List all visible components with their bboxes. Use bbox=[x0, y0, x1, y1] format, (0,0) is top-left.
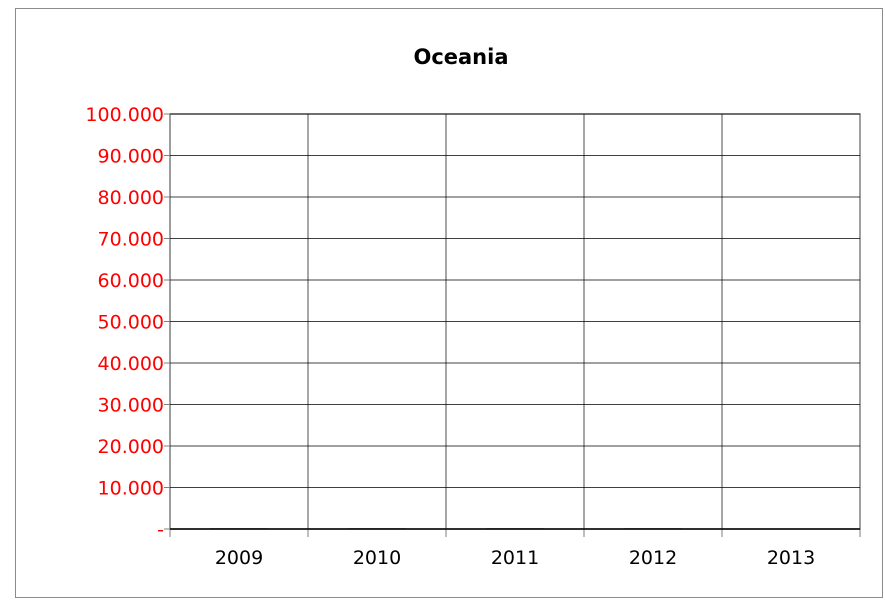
plot-area: - 10.000 20.000 30.000 40.000 50.000 60.000 70.… bbox=[85, 104, 861, 569]
y-tick-label: 20.000 bbox=[98, 436, 164, 458]
y-tick-label: - bbox=[157, 519, 164, 541]
x-tick-label: 2011 bbox=[491, 547, 539, 569]
y-tick-label: 30.000 bbox=[98, 395, 164, 417]
y-tick-label: 80.000 bbox=[98, 187, 164, 209]
x-tick-label: 2009 bbox=[215, 547, 263, 569]
y-tick-label: 10.000 bbox=[98, 478, 164, 500]
chart-title: Oceania bbox=[413, 45, 508, 69]
y-tick-label: 90.000 bbox=[98, 146, 164, 168]
chart-frame bbox=[15, 8, 883, 598]
y-tick-label: 70.000 bbox=[98, 229, 164, 251]
x-tick-label: 2010 bbox=[353, 547, 401, 569]
y-tick-label: 50.000 bbox=[98, 312, 164, 334]
y-tick-label: 100.000 bbox=[85, 104, 164, 126]
y-tick-label: 60.000 bbox=[98, 270, 164, 292]
x-tick-label: 2012 bbox=[629, 547, 677, 569]
y-tick-label: 40.000 bbox=[98, 353, 164, 375]
x-tick-label: 2013 bbox=[767, 547, 815, 569]
